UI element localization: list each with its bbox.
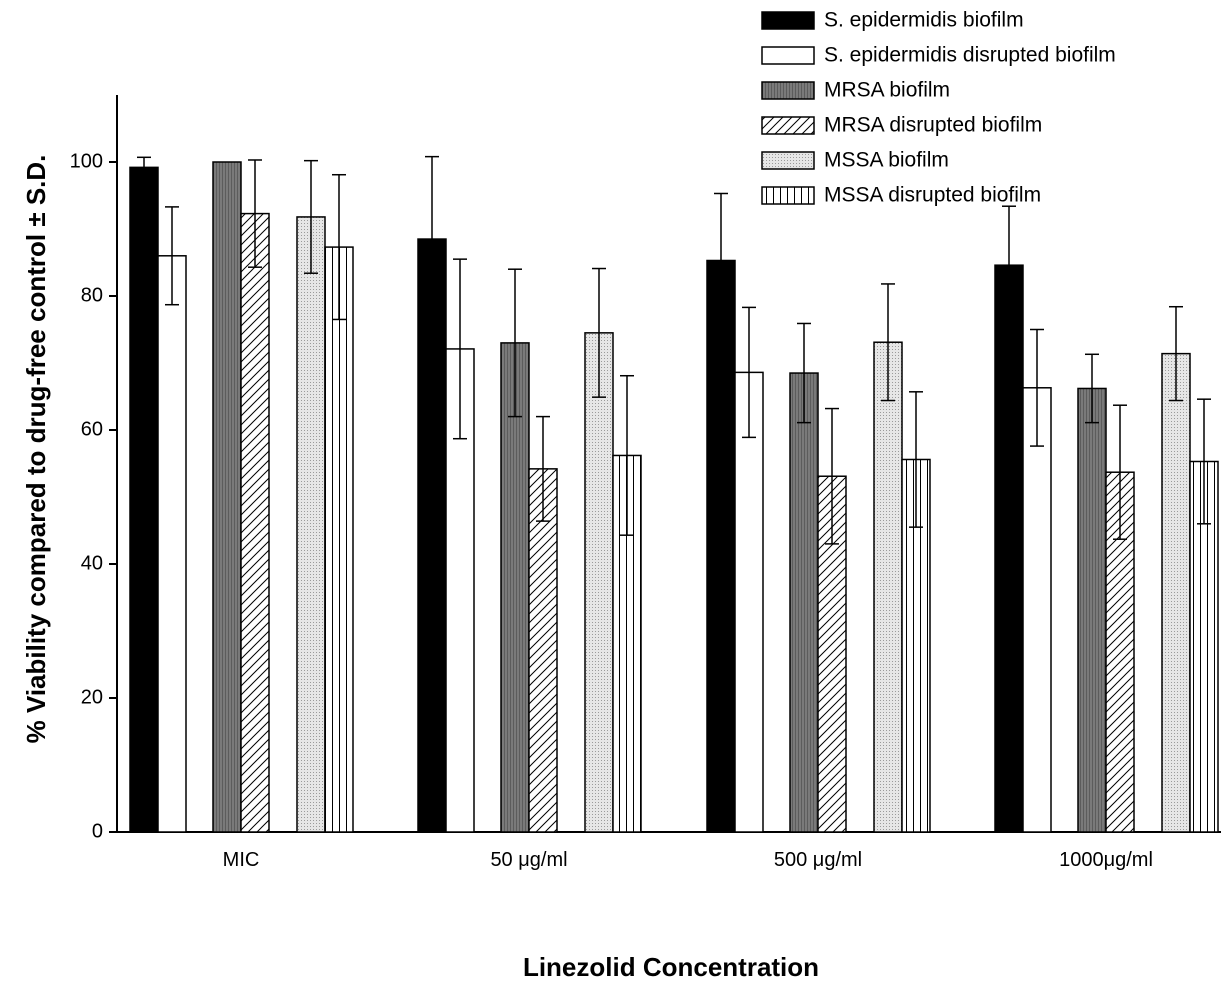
error-bars <box>137 155 1211 545</box>
legend-swatch-0 <box>761 11 815 30</box>
error-bar-s2-c3 <box>1085 353 1099 424</box>
legend-label-3: MRSA disrupted biofilm <box>824 114 1042 137</box>
legend-label-1: S. epidermidis disrupted biofilm <box>824 44 1116 67</box>
bar-s4-c2 <box>873 341 903 833</box>
y-ticks: 0 20 40 60 80 100 <box>70 150 117 842</box>
bar-s4-c1 <box>584 332 614 833</box>
x-tick-label: 1000μg/ml <box>1059 849 1153 871</box>
x-tick-label: MIC <box>223 849 260 871</box>
bar-s1-c3 <box>1022 387 1052 833</box>
error-bar-s4-c0 <box>304 159 318 274</box>
error-bar-s0-c3 <box>1002 205 1016 325</box>
y-tick-label: 60 <box>81 418 103 440</box>
x-tick-labels: MIC 50 μg/ml 500 μg/ml 1000μg/ml <box>223 849 1153 871</box>
error-bar-s5-c0 <box>332 173 346 321</box>
legend-swatch-3 <box>761 116 815 135</box>
bar-s2-c1 <box>500 342 530 833</box>
legend-swatch-4 <box>761 151 815 170</box>
legend-label-0: S. epidermidis biofilm <box>824 9 1024 32</box>
error-bar-s5-c1 <box>620 374 634 536</box>
bar-s4-c3 <box>1161 352 1191 833</box>
legend-swatch-1 <box>761 46 815 65</box>
error-bar-s1-c1 <box>453 258 467 440</box>
error-bar-s3-c3 <box>1113 404 1127 540</box>
error-bar-s3-c1 <box>536 415 550 522</box>
error-bar-s2-c2 <box>797 322 811 424</box>
x-axis-title: Linezolid Concentration <box>523 952 819 981</box>
error-bar-s0-c2 <box>714 192 728 329</box>
bar-s1-c2 <box>734 371 764 833</box>
y-axis-title: % Viability compared to drug-free contro… <box>21 155 51 744</box>
y-tick-label: 80 <box>81 284 103 306</box>
bar-s3-c0 <box>240 212 270 833</box>
bar-s0-c2 <box>706 259 736 833</box>
error-bar-s1-c3 <box>1030 328 1044 447</box>
error-bar-s0-c1 <box>425 155 439 323</box>
error-bar-s5-c3 <box>1197 398 1211 525</box>
legend-swatch-2 <box>761 81 815 100</box>
x-tick-label: 50 μg/ml <box>490 849 567 871</box>
legend-label-4: MSSA biofilm <box>824 149 949 172</box>
bar-s2-c2 <box>789 372 819 833</box>
bar-s1-c0 <box>157 255 187 833</box>
error-bar-s1-c2 <box>742 306 756 439</box>
y-tick-label: 20 <box>81 686 103 708</box>
error-bar-s1-c0 <box>165 206 179 306</box>
y-tick-label: 0 <box>92 820 103 842</box>
y-tick-label: 100 <box>70 150 103 172</box>
bar-s0-c0 <box>129 166 159 833</box>
bar-s2-c0 <box>212 161 242 833</box>
x-tick-label: 500 μg/ml <box>774 849 862 871</box>
error-bar-s2-c1 <box>508 268 522 418</box>
error-bar-s3-c2 <box>825 407 839 545</box>
error-bar-s3-c0 <box>248 159 262 268</box>
bars <box>129 161 1219 833</box>
bar-s2-c3 <box>1077 387 1107 833</box>
legend-label-2: MRSA biofilm <box>824 79 950 102</box>
bar-s0-c3 <box>994 264 1024 833</box>
legend: S. epidermidis biofilm S. epidermidis dis… <box>761 9 1116 207</box>
legend-swatch-5 <box>761 186 815 205</box>
bar-s0-c1 <box>417 238 447 833</box>
bar-s4-c0 <box>296 216 326 833</box>
bar-s3-c1 <box>528 468 558 833</box>
error-bar-s0-c0 <box>137 156 151 179</box>
axes <box>116 95 1221 833</box>
error-bar-s4-c2 <box>881 283 895 402</box>
error-bar-s4-c3 <box>1169 305 1183 402</box>
error-bar-s4-c1 <box>592 267 606 398</box>
y-tick-label: 40 <box>81 552 103 574</box>
bar-s5-c0 <box>324 246 354 833</box>
legend-label-5: MSSA disrupted biofilm <box>824 184 1041 207</box>
error-bar-s5-c2 <box>909 391 923 528</box>
